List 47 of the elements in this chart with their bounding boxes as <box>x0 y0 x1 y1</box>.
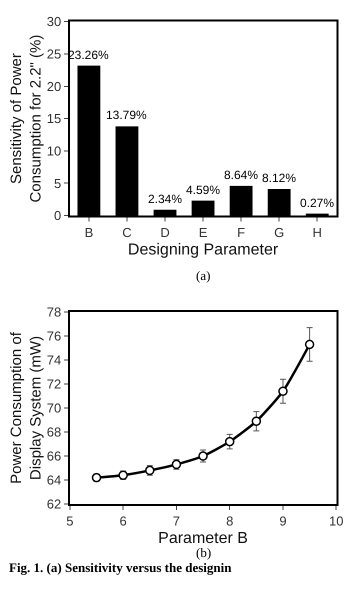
y-tick-label: 78 <box>46 304 62 320</box>
x-axis-title: Designing Parameter <box>128 241 279 258</box>
y-tick-label: 64 <box>46 472 62 488</box>
annotation: 13.79% <box>106 108 148 122</box>
point <box>252 416 262 426</box>
x-tick-label: E <box>198 225 208 240</box>
text: (b) <box>196 545 212 560</box>
y-tick-label: 72 <box>46 376 62 392</box>
x-axis-title: Parameter B <box>158 530 248 547</box>
y-axis-title: Sensitivity of Power Consumption for 2.2" (%) <box>8 34 45 203</box>
x-tick-label: B <box>84 225 94 240</box>
point <box>224 436 234 446</box>
annotation: 8.12% <box>262 171 296 185</box>
caption: Fig. 1. (a) Sensitivity versus the designin <box>9 560 232 575</box>
y-tick-label: 66 <box>46 448 62 464</box>
y-axis-title: Power Consumption of Display System (mW) <box>8 331 45 484</box>
x-tick-label: C <box>122 225 132 240</box>
y-tick-label: 62 <box>46 496 62 512</box>
y-tick-label: 25 <box>46 46 62 62</box>
y-tick-label: 70 <box>46 400 62 416</box>
x-tick-label: 5 <box>66 514 74 529</box>
x-tick-label: 7 <box>172 514 180 529</box>
y-tick-label: 10 <box>46 143 62 158</box>
y-tick-label: 0 <box>54 208 62 224</box>
y-tick-label: 74 <box>46 352 62 368</box>
x-tick-label: G <box>274 225 284 240</box>
y-tick-label: 68 <box>46 424 62 440</box>
x-tick-label: 6 <box>120 514 127 529</box>
x-tick-label: 8 <box>226 514 234 529</box>
y-tick-label: 76 <box>46 328 62 344</box>
point <box>278 386 288 396</box>
y-tick-label: 5 <box>54 176 62 191</box>
annotation: 23.26% <box>68 48 110 62</box>
x-tick-label: D <box>160 225 170 240</box>
annotation: 4.59% <box>186 183 220 197</box>
y-tick-label: 20 <box>46 78 62 94</box>
annotation: 8.64% <box>224 168 258 182</box>
x-tick-label: 10 <box>329 514 344 529</box>
annotation: 2.34% <box>148 192 182 206</box>
point <box>304 340 314 350</box>
x-tick-label: H <box>312 225 322 240</box>
x-tick-label: 9 <box>279 514 287 529</box>
annotation: 0.27% <box>300 196 334 210</box>
x-tick-label: F <box>237 225 246 240</box>
y-tick-label: 15 <box>46 111 62 126</box>
text: (a) <box>196 268 210 283</box>
y-tick-label: 30 <box>46 14 62 30</box>
